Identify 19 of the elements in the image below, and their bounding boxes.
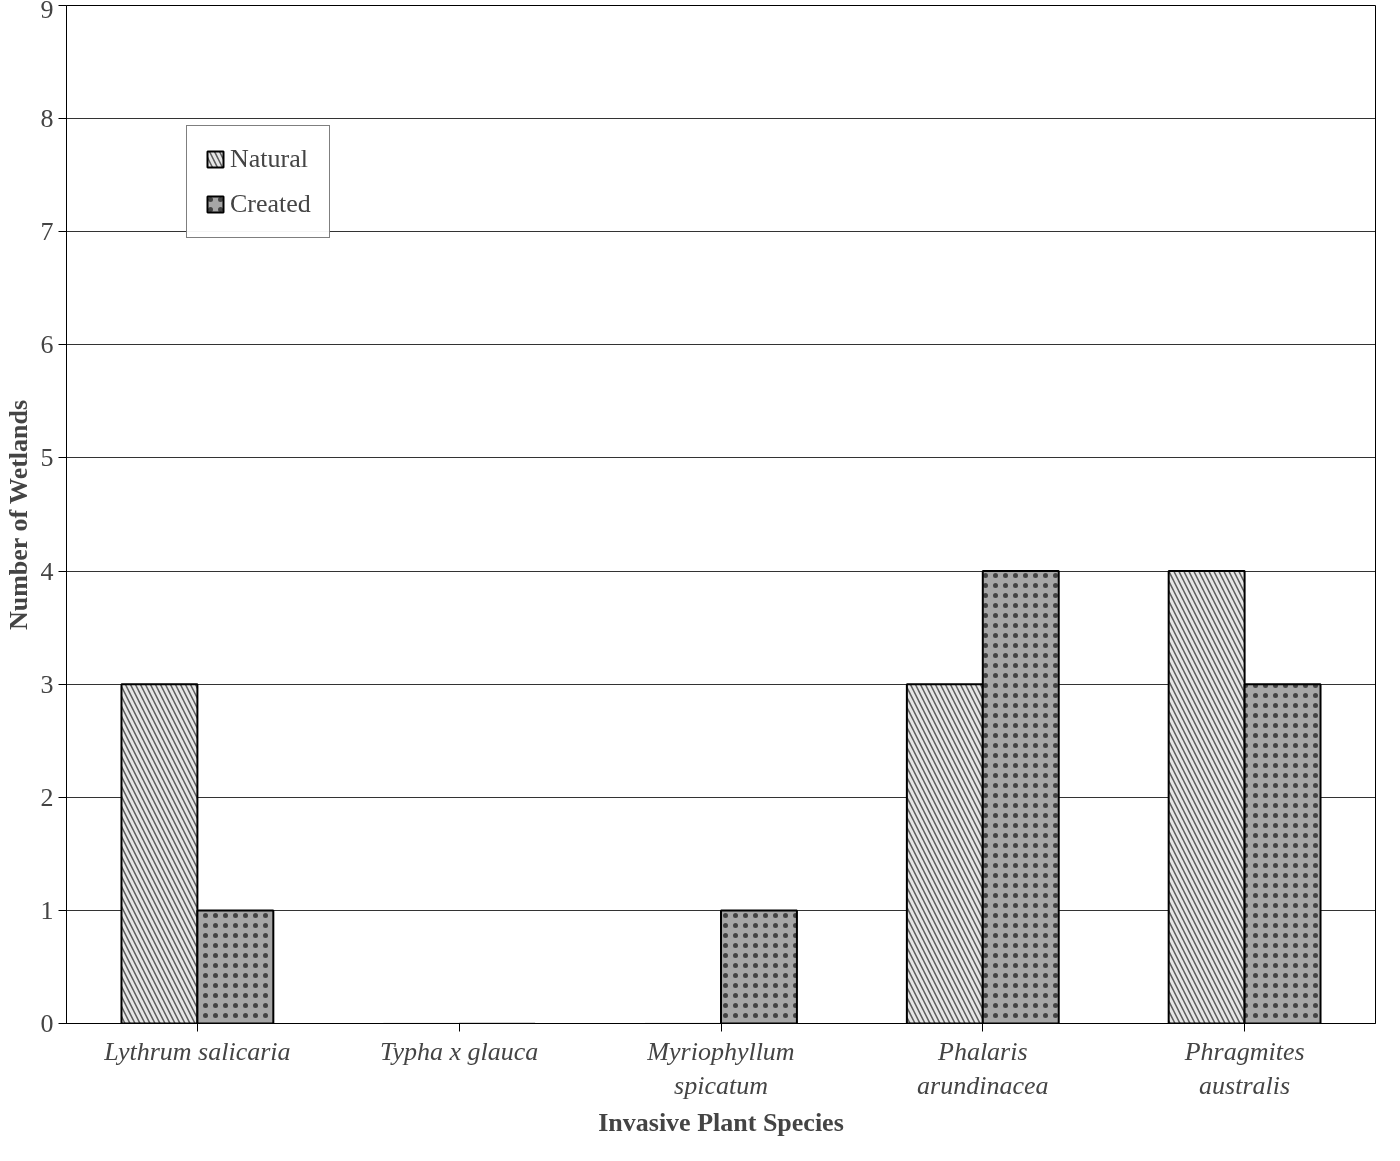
x-tick-label: Lythrum salicaria (103, 1036, 291, 1066)
x-tick-label: Typha x glauca (380, 1036, 539, 1066)
x-tick-label: Phalaris arundinacea (917, 1036, 1049, 1101)
legend-label: Created (230, 189, 311, 219)
y-tick-label: 2 (40, 782, 54, 812)
y-tick-label: 3 (40, 669, 54, 699)
y-tick-label: 8 (40, 104, 54, 134)
x-tick-label: Myriophyllum spicatum (646, 1036, 795, 1101)
y-tick-label: 1 (40, 895, 54, 925)
x-tick-label: Phragmites australis (1183, 1036, 1305, 1101)
y-tick-label: 9 (40, 0, 54, 24)
y-tick-label: 7 (40, 217, 54, 247)
y-tick-label: 0 (40, 1009, 54, 1038)
y-tick-label: 5 (40, 443, 54, 473)
y-tick-label: 6 (40, 330, 54, 360)
y-tick-label: 4 (40, 556, 54, 586)
x-axis-title: Invasive Plant Species (598, 1108, 844, 1138)
y-axis-title: Number of Wetlands (3, 399, 33, 631)
legend-label: Natural (230, 144, 308, 174)
